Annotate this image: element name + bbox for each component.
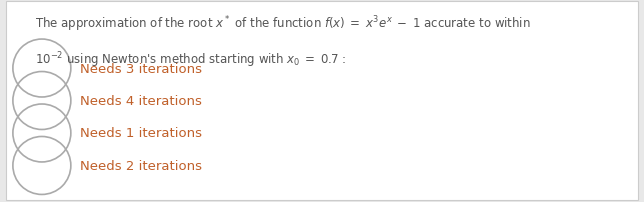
Text: Needs 4 iterations: Needs 4 iterations xyxy=(80,95,202,107)
Text: The approximation of the root $x^*$ of the function $f(x)\;=\;x^3e^x\;-\;1$ accu: The approximation of the root $x^*$ of t… xyxy=(35,14,531,34)
Text: Needs 2 iterations: Needs 2 iterations xyxy=(80,159,202,172)
FancyBboxPatch shape xyxy=(6,2,638,200)
Text: $10^{-2}$ using Newton's method starting with $x_0\;=\;0.7\;$:: $10^{-2}$ using Newton's method starting… xyxy=(35,50,346,70)
Text: Needs 1 iterations: Needs 1 iterations xyxy=(80,127,202,140)
Text: Needs 3 iterations: Needs 3 iterations xyxy=(80,62,202,75)
